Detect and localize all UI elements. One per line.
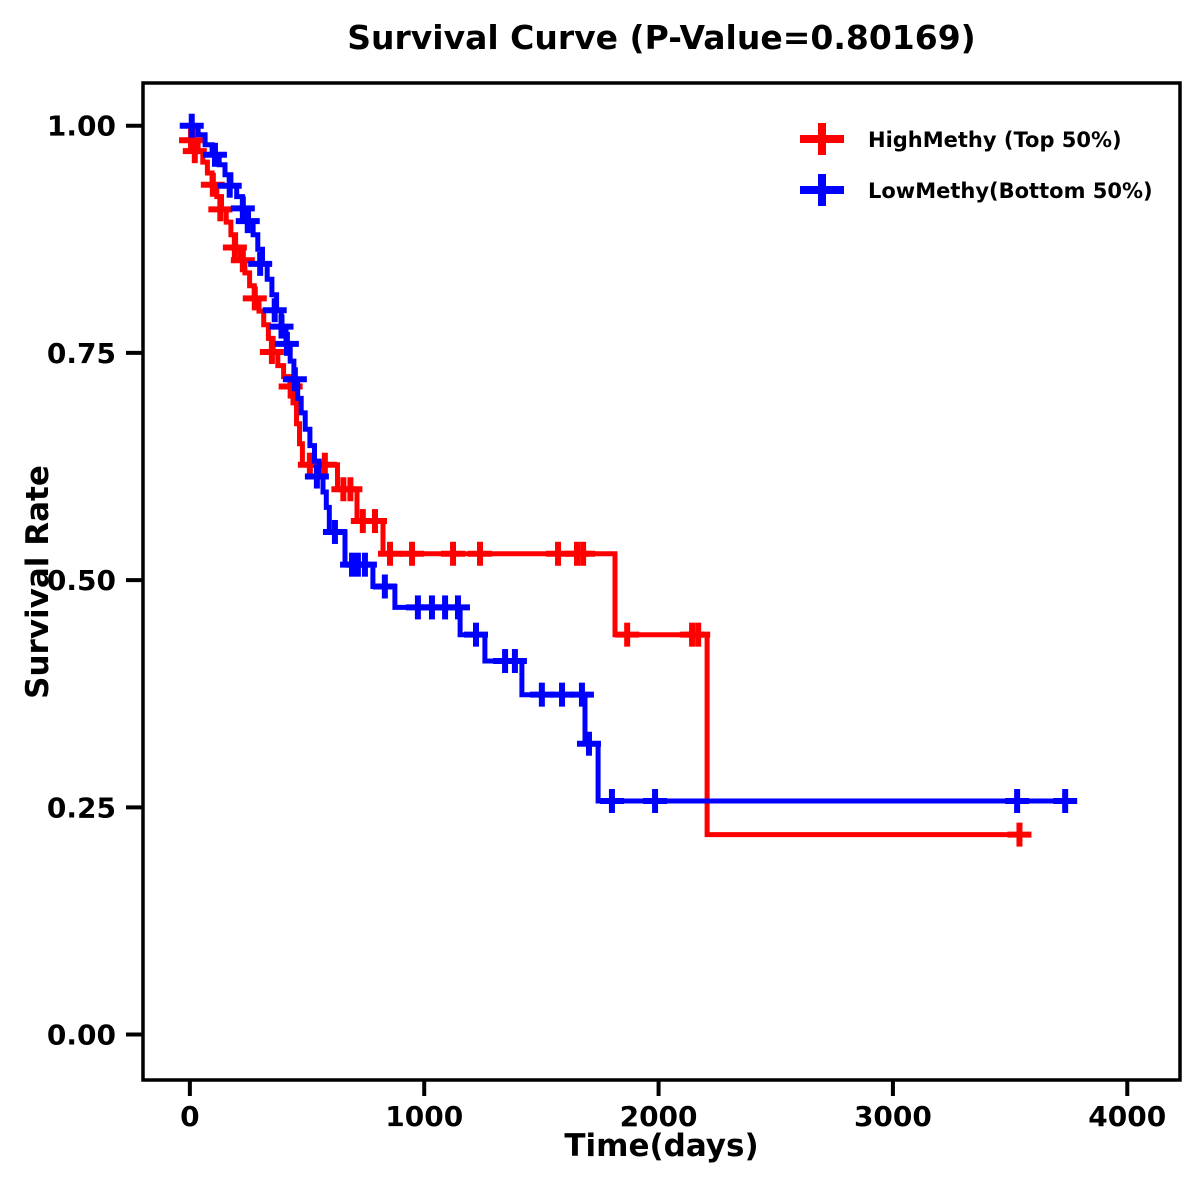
censor-mark bbox=[372, 574, 397, 599]
censor-mark bbox=[615, 622, 640, 647]
censor-mark bbox=[274, 331, 299, 356]
y-axis-tick-label: 0.50 bbox=[47, 564, 116, 597]
legend-item-highmethy: HighMethy (Top 50%) bbox=[800, 123, 1122, 155]
x-axis-tick-label: 1000 bbox=[385, 1100, 463, 1133]
censor-mark bbox=[400, 541, 425, 566]
y-axis-tick-label: 0.25 bbox=[47, 791, 116, 824]
plot-frame-layer bbox=[141, 81, 1182, 1082]
censor-mark bbox=[179, 113, 204, 138]
censor-mark bbox=[222, 235, 247, 260]
legend: HighMethy (Top 50%) LowMethy(Bottom 50%) bbox=[800, 123, 1153, 206]
censor-mark bbox=[235, 209, 260, 234]
censor-mark bbox=[1005, 788, 1030, 813]
x-axis-tick-label: 2000 bbox=[620, 1100, 698, 1133]
censor-mark bbox=[576, 731, 601, 756]
censor-mark bbox=[467, 541, 492, 566]
censor-mark bbox=[363, 509, 388, 534]
censor-mark bbox=[242, 286, 267, 311]
censor-mark bbox=[643, 788, 668, 813]
y-axis-title: Survival Rate bbox=[20, 465, 56, 699]
censor-mark bbox=[378, 541, 403, 566]
censor-mark bbox=[217, 173, 242, 198]
x-axis-tick-label: 0 bbox=[180, 1100, 199, 1133]
censor-mark bbox=[529, 682, 554, 707]
censor-mark bbox=[248, 251, 273, 276]
legend-label-lowmethy: LowMethy(Bottom 50%) bbox=[868, 179, 1153, 203]
censor-mark bbox=[304, 464, 329, 489]
censor-mark bbox=[322, 519, 347, 544]
censor-mark bbox=[352, 552, 377, 577]
censor-mark bbox=[502, 649, 527, 674]
censor-mark bbox=[269, 314, 294, 339]
censor-mark bbox=[282, 367, 307, 392]
censor-mark bbox=[262, 298, 287, 323]
y-axis-tick-label: 0.75 bbox=[47, 337, 116, 370]
censor-mark bbox=[259, 340, 284, 365]
censor-mark bbox=[571, 541, 596, 566]
censor-mark bbox=[464, 622, 489, 647]
censor-mark bbox=[1007, 822, 1032, 847]
x-axis-title: Time(days) bbox=[564, 1128, 759, 1164]
y-axis-tick-label: 0.00 bbox=[47, 1019, 116, 1052]
axis-ticks-layer: 0 1000 2000 3000 4000 1.00 0.75 0.50 0.25 0.00 bbox=[47, 110, 1166, 1133]
censor-mark bbox=[686, 622, 711, 647]
x-axis-tick-label: 3000 bbox=[854, 1100, 932, 1133]
censor-mark bbox=[230, 248, 255, 273]
censor-mark bbox=[599, 788, 624, 813]
legend-item-lowmethy: LowMethy(Bottom 50%) bbox=[800, 174, 1153, 206]
censor-mark bbox=[569, 682, 594, 707]
censor-mark bbox=[230, 196, 255, 221]
chart-title: Survival Curve (P-Value=0.80169) bbox=[347, 18, 976, 57]
curves-layer bbox=[179, 113, 1078, 847]
censor-mark bbox=[1053, 788, 1078, 813]
series-curve-lowmethy bbox=[189, 123, 1067, 804]
x-axis-tick-label: 4000 bbox=[1088, 1100, 1166, 1133]
censor-mark bbox=[338, 477, 363, 502]
censor-mark bbox=[445, 595, 470, 620]
plot-frame bbox=[141, 81, 1182, 1082]
censor-mark bbox=[208, 197, 233, 222]
censor-mark bbox=[182, 139, 207, 164]
censor-mark bbox=[441, 541, 466, 566]
y-axis-tick-label: 1.00 bbox=[47, 110, 116, 143]
censor-mark bbox=[202, 142, 227, 167]
legend-label-highmethy: HighMethy (Top 50%) bbox=[868, 128, 1122, 152]
